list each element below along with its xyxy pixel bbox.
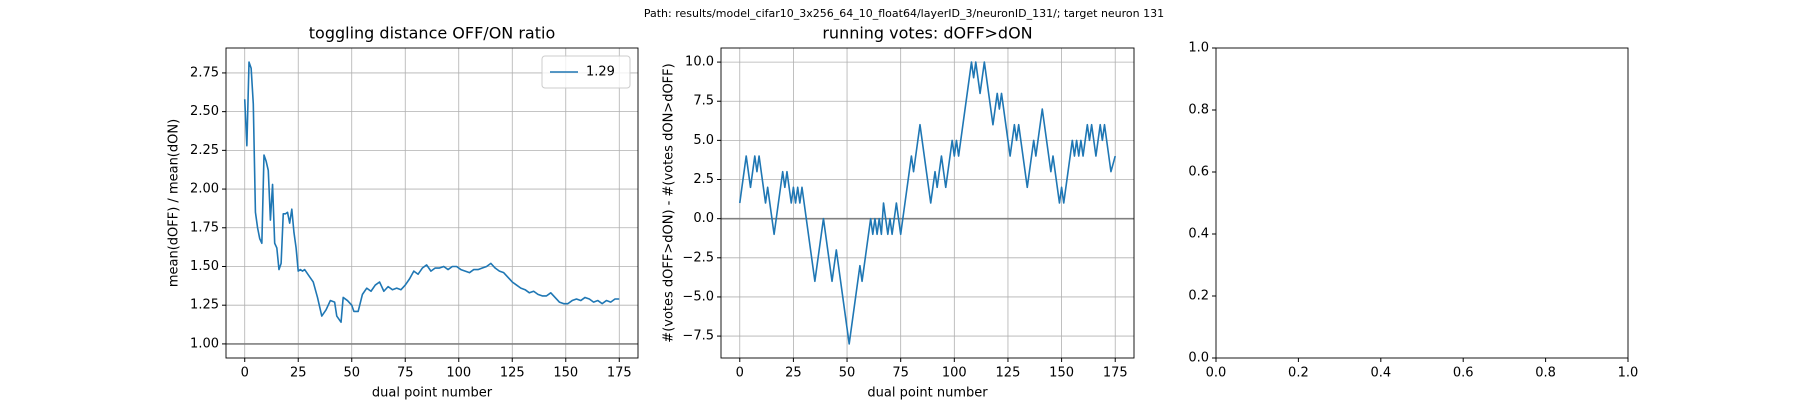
axes-frame (720, 47, 1135, 359)
x-tick-label: 125 (500, 366, 525, 381)
y-tick-label: 10.0 (685, 55, 714, 70)
axes-frame (1215, 47, 1629, 359)
x-tick-label: 75 (892, 366, 909, 381)
axes-title: toggling distance OFF/ON ratio (309, 24, 555, 43)
x-tick-label: 75 (397, 366, 414, 381)
y-axis-label: #(votes dOFF>dON) - #(votes dON>dOFF) (662, 63, 677, 342)
y-tick-label: 2.5 (693, 172, 714, 187)
x-tick-label: 25 (785, 366, 802, 381)
y-tick-label: −2.5 (682, 250, 714, 265)
y-tick-label: 1.00 (190, 336, 219, 351)
axes-frame (225, 47, 639, 359)
y-tick-label: 0.0 (693, 211, 714, 226)
x-tick-label: 0 (241, 366, 249, 381)
x-tick-label: 125 (996, 366, 1021, 381)
y-tick-label: 2.00 (190, 182, 219, 197)
x-axis-label: dual point number (867, 386, 988, 400)
y-tick-label: 1.50 (190, 259, 219, 274)
plot-area (738, 61, 1117, 345)
y-tick-label: 1.75 (190, 220, 219, 235)
y-tick-label: 2.75 (190, 65, 219, 80)
x-tick-label: 0 (736, 366, 744, 381)
legend-box (541, 55, 631, 89)
legend-label: 1.29 (586, 65, 615, 80)
y-tick-label: 0.8 (1188, 103, 1209, 118)
y-tick-label: −7.5 (682, 329, 714, 344)
x-tick-label: 0.4 (1370, 366, 1391, 381)
plot-area (243, 61, 620, 324)
y-tick-label: 0.6 (1188, 165, 1209, 180)
x-tick-label: 175 (1103, 366, 1128, 381)
axes-title: running votes: dOFF>dON (822, 24, 1032, 43)
x-tick-label: 0.8 (1535, 366, 1556, 381)
x-tick-label: 0.6 (1453, 366, 1474, 381)
y-tick-label: 5.0 (693, 133, 714, 148)
figure-title: Path: results/model_cifar10_3x256_64_10_… (644, 7, 1164, 20)
y-tick-label: 7.5 (693, 94, 714, 109)
x-tick-label: 0.2 (1288, 366, 1309, 381)
x-tick-label: 0.0 (1206, 366, 1227, 381)
x-tick-label: 25 (290, 366, 307, 381)
y-tick-label: 0.4 (1188, 227, 1209, 242)
y-axis-label: mean(dOFF) / mean(dON) (167, 119, 182, 287)
x-tick-label: 150 (553, 366, 578, 381)
x-tick-label: 50 (839, 366, 856, 381)
x-tick-label: 100 (446, 366, 471, 381)
data-line (243, 61, 620, 324)
y-tick-label: 0.0 (1188, 351, 1209, 366)
y-tick-label: 1.0 (1188, 41, 1209, 56)
x-axis-label: dual point number (372, 386, 493, 400)
y-tick-label: −5.0 (682, 289, 714, 304)
x-tick-label: 150 (1049, 366, 1074, 381)
x-tick-label: 50 (343, 366, 360, 381)
y-tick-label: 2.25 (190, 143, 219, 158)
x-tick-label: 175 (607, 366, 632, 381)
x-tick-label: 1.0 (1618, 366, 1639, 381)
y-tick-label: 1.25 (190, 298, 219, 313)
y-tick-label: 0.2 (1188, 289, 1209, 304)
data-line (738, 61, 1117, 345)
x-tick-label: 100 (942, 366, 967, 381)
y-tick-label: 2.50 (190, 104, 219, 119)
